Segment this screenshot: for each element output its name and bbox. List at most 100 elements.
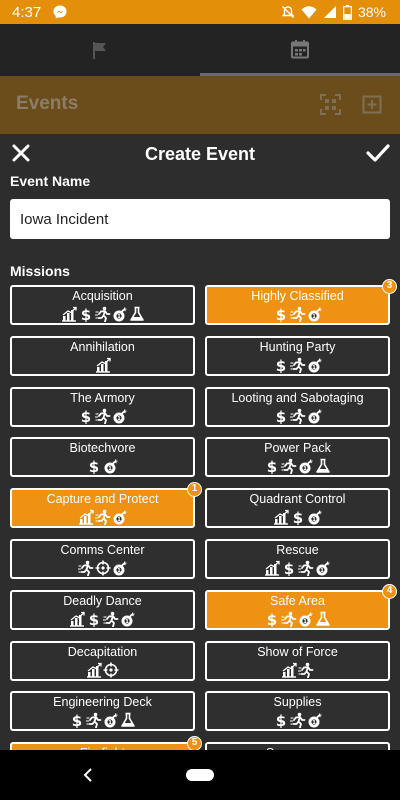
qr-scan-icon	[320, 94, 341, 115]
runner-icon	[289, 306, 305, 322]
svg-text:1: 1	[125, 619, 129, 625]
mission-card[interactable]: Decapitation	[10, 640, 195, 681]
mission-card[interactable]: Engineering Deck $1	[10, 691, 195, 732]
dollar-icon: $	[89, 611, 99, 627]
mission-name: Looting and Sabotaging	[231, 390, 364, 405]
flag-icon	[93, 42, 106, 59]
chart-icon	[95, 357, 111, 373]
flask-icon	[316, 611, 330, 626]
bomb-icon: 1	[299, 459, 313, 474]
bomb-icon: 1	[104, 713, 118, 728]
dollar-icon: $	[89, 458, 99, 474]
dollar-icon: $	[275, 357, 285, 373]
mission-card[interactable]: Deadly Dance $1	[10, 589, 195, 630]
chart-icon	[70, 611, 85, 627]
dollar-icon: $	[267, 458, 277, 474]
mission-card[interactable]: Looting and Sabotaging $1	[205, 386, 390, 427]
runner-icon	[289, 357, 305, 373]
mission-icons: $1	[207, 611, 388, 627]
target-icon	[95, 560, 110, 576]
runner-icon	[103, 611, 119, 627]
svg-text:$: $	[80, 306, 90, 322]
svg-text:$: $	[267, 458, 277, 474]
selection-order-badge: 1	[187, 482, 202, 498]
mission-name: Safe Area	[270, 593, 325, 608]
close-icon[interactable]	[10, 142, 32, 164]
back-icon[interactable]	[80, 765, 96, 785]
chart-icon	[265, 560, 280, 576]
mission-name: Power Pack	[264, 441, 331, 456]
svg-text:$: $	[275, 306, 285, 322]
runner-icon	[281, 611, 297, 627]
svg-text:$: $	[292, 509, 302, 525]
svg-text:$: $	[267, 611, 277, 627]
mission-card[interactable]: Biotechvore $1	[10, 437, 195, 478]
mission-card[interactable]: Firefight5	[10, 736, 202, 750]
mission-card[interactable]: Supplies $1	[205, 691, 390, 732]
runner-icon	[281, 459, 297, 475]
svg-text:$: $	[80, 408, 90, 424]
tab-indicator	[200, 73, 400, 76]
mission-card[interactable]: Show of Force	[205, 640, 390, 681]
chart-icon	[273, 510, 289, 525]
runner-icon	[94, 509, 110, 526]
mission-card[interactable]: Acquisition $1	[10, 285, 195, 325]
mission-name: The Armory	[70, 390, 135, 405]
home-pill[interactable]	[186, 769, 214, 781]
svg-text:$: $	[275, 357, 285, 373]
bomb-icon: 1	[308, 713, 322, 728]
runner-icon	[289, 408, 305, 424]
runner-icon	[94, 408, 110, 424]
mission-icons	[207, 662, 388, 678]
mission-name: Quadrant Control	[249, 492, 346, 507]
mission-card[interactable]: Highly Classified $1 3	[205, 279, 397, 325]
svg-text:1: 1	[117, 314, 121, 320]
dollar-icon: $	[267, 611, 277, 627]
mission-name: Acquisition	[72, 289, 133, 303]
mission-name: Comms Center	[60, 543, 145, 557]
mission-icons: $1	[12, 611, 193, 627]
svg-text:$: $	[89, 611, 99, 627]
mission-name: Biotechvore	[69, 441, 136, 456]
missions-label: Missions	[10, 263, 70, 279]
bomb-icon: 1	[308, 307, 322, 322]
mission-card[interactable]: Power Pack $1	[205, 437, 390, 478]
runner-icon	[289, 713, 305, 729]
flask-icon	[316, 459, 330, 474]
svg-text:1: 1	[312, 365, 316, 371]
bomb-icon: 1	[316, 561, 330, 576]
bomb-icon: 1	[113, 307, 127, 322]
event-name-input[interactable]	[10, 199, 390, 239]
mission-card[interactable]: Hunting Party $1	[205, 335, 390, 376]
mission-card[interactable]: Capture and Protect 1 1	[10, 482, 202, 529]
mission-name: Decapitation	[67, 644, 138, 659]
mission-name: Firefight	[12, 746, 193, 750]
mission-icons: 1	[12, 509, 193, 526]
mission-card[interactable]: Quadrant Control $1	[205, 488, 390, 529]
mute-icon	[281, 5, 295, 19]
battery-icon	[343, 4, 352, 20]
bomb-icon: 1	[113, 561, 127, 576]
status-time: 4:37	[12, 4, 42, 21]
mission-card[interactable]: Comms Center 1	[10, 539, 195, 579]
mission-name: Supremacy	[207, 746, 388, 750]
runner-icon	[94, 306, 110, 322]
svg-text:1: 1	[303, 619, 307, 625]
wifi-icon	[301, 6, 317, 19]
runner-icon	[298, 662, 314, 678]
mission-card[interactable]: The Armory $1	[10, 386, 195, 427]
svg-text:1: 1	[303, 466, 307, 472]
mission-card[interactable]: Rescue $1	[205, 539, 390, 579]
mission-name: Annihilation	[70, 339, 135, 354]
mission-card[interactable]: Safe Area $1 4	[205, 583, 397, 630]
mission-name: Capture and Protect	[46, 492, 159, 507]
confirm-check-icon[interactable]	[366, 142, 390, 164]
mission-card[interactable]: Supremacy	[205, 742, 390, 750]
flask-icon	[129, 306, 144, 321]
svg-text:1: 1	[108, 720, 112, 726]
svg-text:$: $	[89, 458, 99, 474]
runner-icon	[298, 560, 314, 576]
dialog-title: Create Event	[144, 144, 256, 164]
mission-card[interactable]: Annihilation	[10, 335, 195, 376]
chart-icon	[78, 510, 94, 525]
